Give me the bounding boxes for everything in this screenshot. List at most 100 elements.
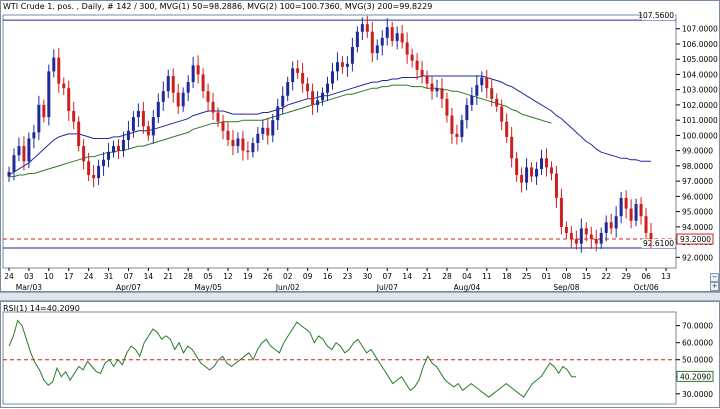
candle-body <box>480 77 484 86</box>
candle-body <box>500 106 504 122</box>
candle-body <box>62 83 66 89</box>
candle-body <box>390 27 394 41</box>
x-tick-label: 07 <box>124 272 134 281</box>
candle-body <box>400 33 404 43</box>
candle-body <box>634 203 638 221</box>
candle-body <box>345 63 349 67</box>
candle-body <box>440 88 444 99</box>
x-tick-label: 07 <box>383 272 393 281</box>
zoom-in-button[interactable]: + <box>710 282 719 291</box>
candle-body <box>241 138 245 151</box>
rsi-last-badge <box>676 370 714 382</box>
last-price-label: 93.2000 <box>680 235 711 244</box>
last-price-badge <box>676 233 714 245</box>
x-tick-label: 16 <box>323 272 333 281</box>
y-tick-label: 107.0000 <box>682 25 718 34</box>
candle-body <box>624 197 628 209</box>
candle-body <box>301 72 305 84</box>
candle-body <box>286 82 290 96</box>
candle-body <box>450 115 454 134</box>
y-tick-label: 103.0000 <box>682 86 718 95</box>
zoom-out-button[interactable]: − <box>710 273 719 282</box>
candle-body <box>311 91 315 105</box>
candle-body <box>131 117 135 131</box>
chart-title: WTI Crude 1. pos. , Daily, # 142 / 300, … <box>3 2 433 11</box>
candle-body <box>395 33 399 41</box>
x-tick-label: 29 <box>621 272 631 281</box>
bottom-line-badge <box>642 239 675 249</box>
x-month-label: Oct/06 <box>634 283 659 292</box>
y-tick-label: 105.0000 <box>682 55 718 64</box>
candle-body <box>460 120 464 137</box>
y-tick-label: 101.0000 <box>682 116 718 125</box>
candle-body <box>97 165 101 179</box>
candle-body <box>166 75 170 92</box>
candle-body <box>176 92 180 107</box>
rsi-y-tick-label: 60.0000 <box>682 339 713 348</box>
candle-body <box>530 167 534 177</box>
x-tick-label: 02 <box>283 272 293 281</box>
candle-body <box>121 139 125 151</box>
candle-body <box>335 62 339 72</box>
x-month-label: Aug/04 <box>454 283 481 292</box>
candle-body <box>540 158 544 169</box>
rsi-chart[interactable]: 30.000040.000050.000060.000070.000040.20… <box>1 302 720 409</box>
top-line-label: 107.5600 <box>638 11 674 20</box>
candle-body <box>251 143 255 153</box>
candle-body <box>549 167 553 174</box>
candle-body <box>594 239 598 244</box>
x-tick-label: 19 <box>243 272 253 281</box>
candle-body <box>589 234 593 240</box>
candle-body <box>67 88 71 112</box>
candle-body <box>216 112 220 122</box>
candle-body <box>116 146 120 151</box>
x-tick-label: 25 <box>522 272 532 281</box>
candle-body <box>22 146 26 162</box>
candle-body <box>380 37 384 46</box>
x-tick-label: 21 <box>164 272 174 281</box>
candle-body <box>559 197 563 227</box>
rsi-plot-area <box>2 311 677 405</box>
rsi-panel[interactable]: 30.000040.000050.000060.000070.000040.20… <box>0 301 720 408</box>
x-tick-label: 11 <box>482 272 492 281</box>
candle-body <box>191 65 195 83</box>
candle-body <box>52 57 56 72</box>
candle-body <box>470 95 474 105</box>
candle-body <box>276 106 280 121</box>
candle-body <box>7 171 11 177</box>
candle-body <box>525 167 529 183</box>
candle-body <box>340 62 344 67</box>
x-tick-label: 13 <box>661 272 671 281</box>
candle-body <box>87 161 91 176</box>
candle-body <box>136 111 140 118</box>
candle-body <box>639 203 643 217</box>
plot-area <box>2 14 677 269</box>
y-tick-label: 99.0000 <box>682 147 713 156</box>
candle-body <box>326 83 330 93</box>
rsi-line <box>8 319 576 398</box>
candle-body <box>475 85 479 96</box>
x-tick-label: 14 <box>402 272 412 281</box>
x-tick-label: 24 <box>4 272 14 281</box>
y-tick-label: 95.0000 <box>682 208 713 217</box>
price-chart[interactable]: 92.000093.000094.000095.000096.000097.00… <box>1 1 720 293</box>
x-tick-label: 12 <box>223 272 233 281</box>
candle-body <box>574 239 578 244</box>
candle-body <box>425 75 429 84</box>
candle-body <box>271 120 275 136</box>
candle-body <box>17 146 21 156</box>
x-tick-label: 04 <box>462 272 472 281</box>
candle-body <box>201 74 205 92</box>
mvg-50-line <box>8 75 651 176</box>
candle-body <box>420 69 424 76</box>
candle-body <box>350 47 354 64</box>
candle-body <box>465 104 469 121</box>
price-panel[interactable]: 92.000093.000094.000095.000096.000097.00… <box>0 0 720 292</box>
panel-divider[interactable] <box>0 292 720 301</box>
x-tick-label: 01 <box>542 272 552 281</box>
x-tick-label: 31 <box>104 272 114 281</box>
x-tick-label: 06 <box>641 272 651 281</box>
candle-body <box>535 168 539 177</box>
candle-body <box>435 88 439 92</box>
x-month-label: Mar/03 <box>16 283 42 292</box>
